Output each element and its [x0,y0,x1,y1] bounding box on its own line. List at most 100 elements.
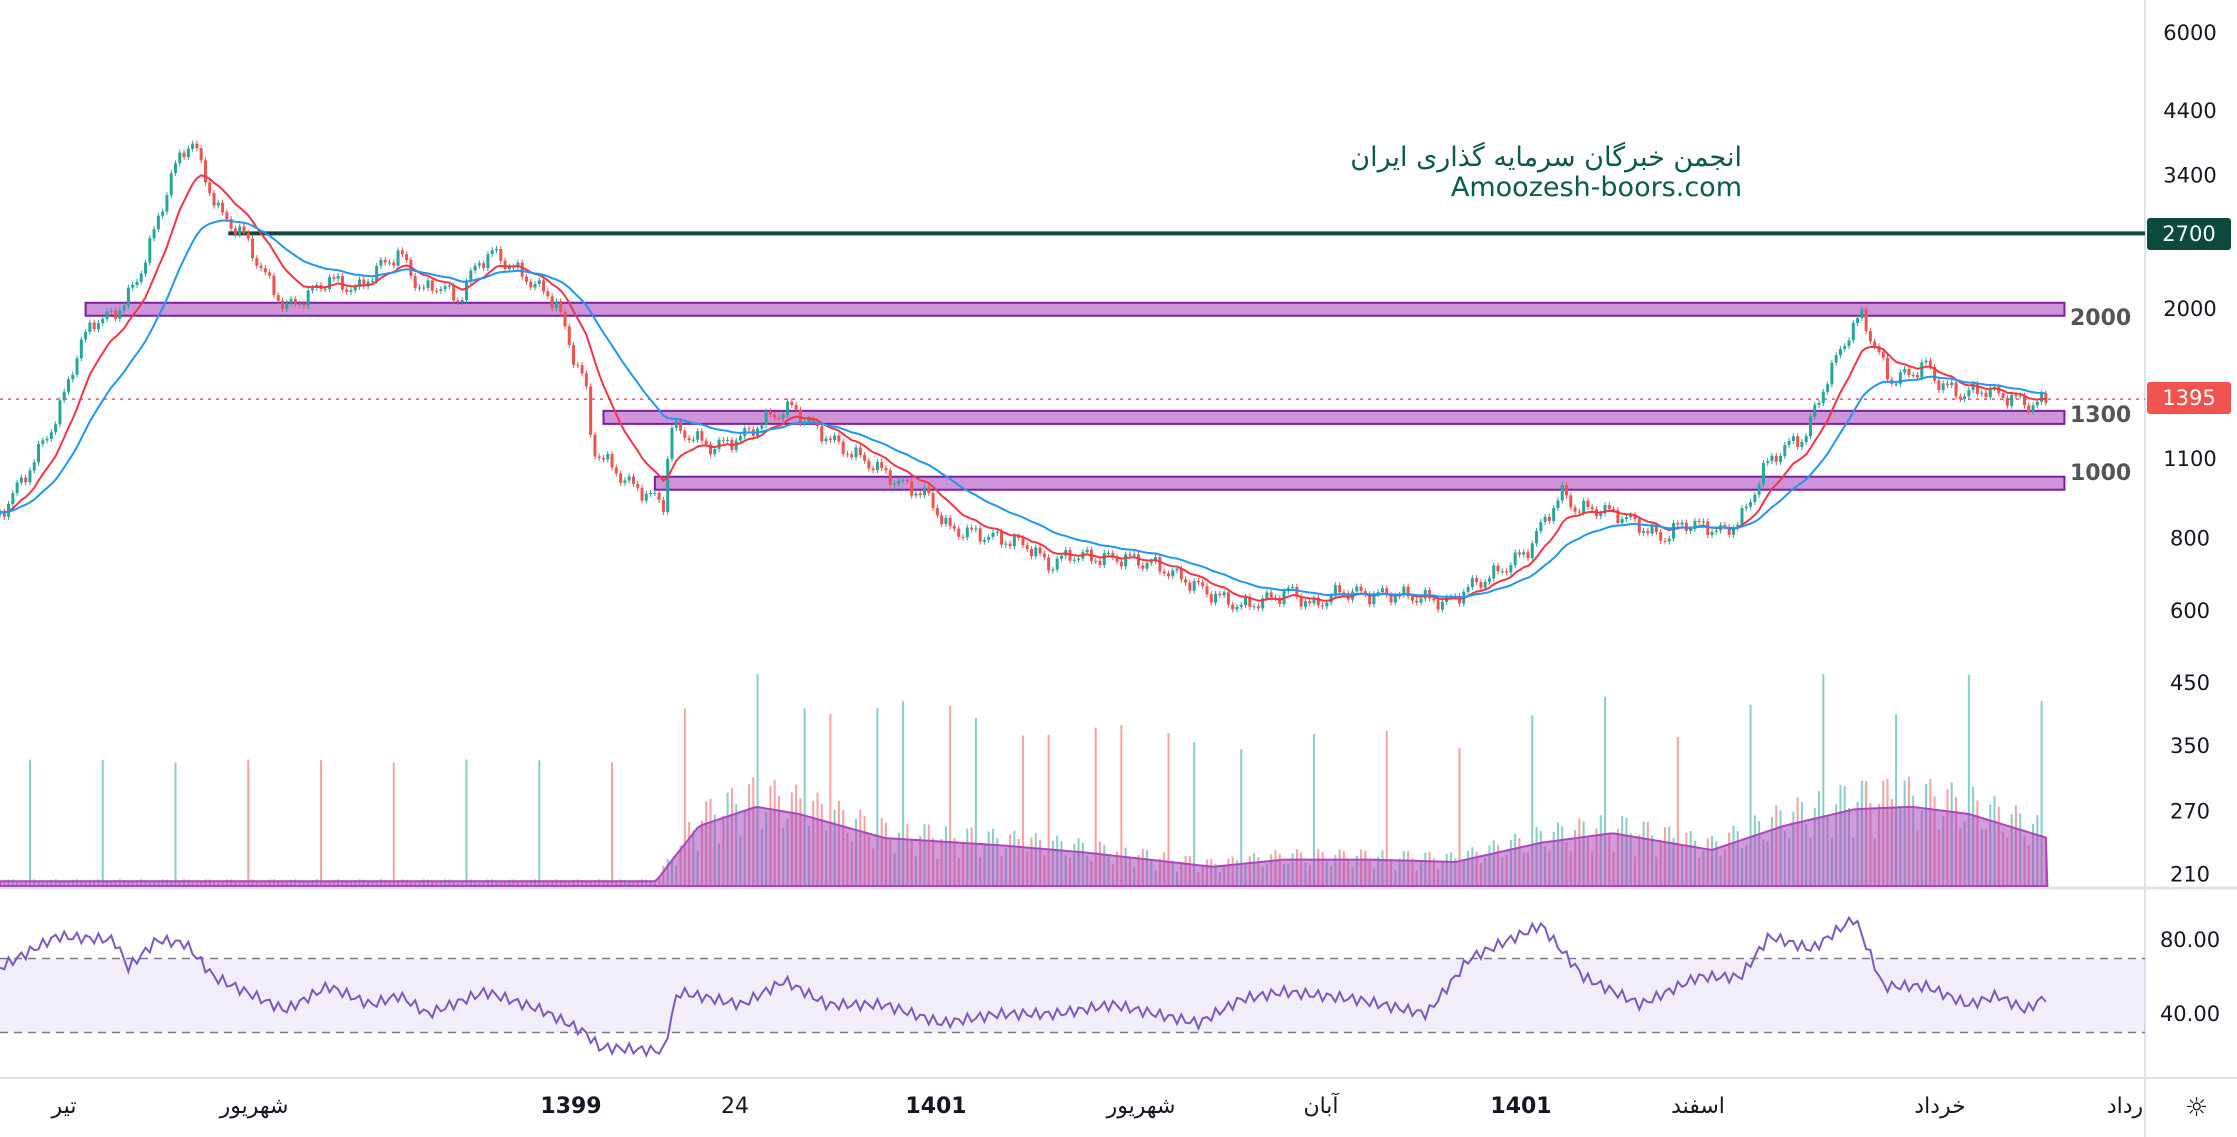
candle [1402,586,1406,596]
time-label: آبان [1303,1094,1339,1119]
candle [1654,525,1658,533]
zone-label-2000: 2000 [2070,306,2132,331]
candle [524,276,528,282]
candle [332,277,336,279]
candle [1261,598,1265,609]
candle [1137,554,1141,566]
candle [285,303,289,309]
time-label: 1401 [1490,1094,1552,1119]
candle [1509,565,1513,573]
candle [259,265,263,269]
candle [614,467,618,474]
candle [1483,581,1487,588]
candle [674,420,678,428]
candle [1547,516,1551,522]
candle [1800,442,1804,447]
candle [991,532,995,537]
candle [1915,374,1919,378]
candle [1894,383,1898,385]
candle [1059,555,1063,559]
candle [2010,395,2014,406]
candle [1128,554,1132,556]
candle [897,480,901,484]
candle [490,250,494,255]
candle [653,492,657,494]
candle [696,431,700,440]
candle [631,476,635,484]
candle [1244,596,1248,606]
candle [1248,596,1252,607]
candle [32,462,36,471]
candle [1539,522,1543,532]
candle [1047,557,1051,571]
candle [790,401,794,406]
price-tick: 4400 [2163,99,2216,123]
candle [1372,593,1376,605]
price-tick: 270 [2170,799,2210,823]
candle [1843,345,1847,349]
candle [1663,540,1667,542]
candle [473,265,477,271]
candle [1094,560,1098,562]
candle [1928,360,1932,367]
candle [888,470,892,485]
candle [1898,372,1902,384]
candle [1676,523,1680,525]
candle [379,259,383,266]
candle [306,290,310,306]
candle [1714,530,1718,532]
candle [122,305,126,311]
candle [828,438,832,441]
volume-bar [101,760,104,886]
candle [567,326,571,345]
candle [1004,543,1008,545]
candle [1214,593,1218,603]
candle [554,301,558,308]
candle [1389,594,1393,603]
candle [1642,530,1646,533]
last-price-tag: 1395 [2147,382,2231,414]
candle [405,254,409,261]
candle [1796,436,1800,447]
candle [1624,517,1628,520]
candle [293,299,297,305]
candle [203,160,207,183]
candle [1586,500,1590,508]
candle [1749,502,1753,507]
volume-bar [1749,704,1752,886]
candle [1492,565,1496,579]
candle [875,462,879,471]
candle [494,249,498,251]
candle [1517,552,1521,555]
candle [1620,519,1624,524]
candle [1496,565,1500,572]
candle [1184,579,1188,583]
candle [216,202,220,206]
candle [1363,591,1367,595]
candle [1149,561,1153,563]
candle [221,202,225,213]
candle [1436,600,1440,610]
candle [1937,380,1941,390]
candle [995,531,999,533]
candle [152,229,156,239]
price-tick: 600 [2170,599,2210,623]
candle [798,409,802,424]
candle [242,226,246,233]
candle [465,281,469,301]
candle [1637,519,1641,533]
candle [1432,598,1436,601]
volume-bar [1240,749,1243,886]
candle [1924,360,1928,363]
candle [1826,384,1830,392]
candle [1633,515,1637,520]
candle [41,440,45,444]
volume-bar [1895,714,1898,886]
candle [387,262,391,264]
candle [884,468,888,471]
settings-icon[interactable]: ☼ [2185,1093,2209,1123]
candle [58,400,62,425]
candle [2031,405,2035,412]
candle [1770,455,1774,462]
